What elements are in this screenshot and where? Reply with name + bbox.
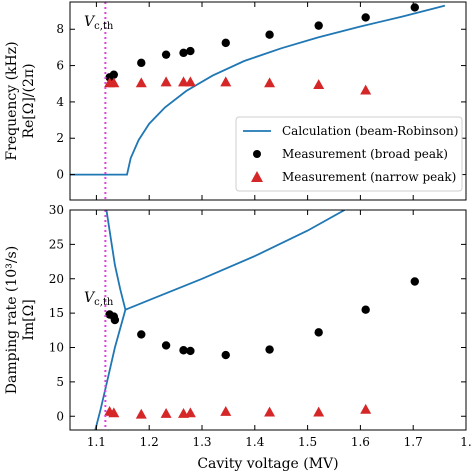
top-y-tick-label: 2 xyxy=(56,131,64,145)
top-y-ticks: 0 2 4 6 8 xyxy=(56,22,466,182)
x-tick-label: 1. xyxy=(460,435,471,449)
bot-narrow-peak-point xyxy=(360,403,372,414)
top-plot-content xyxy=(70,3,446,176)
bottom-y-axis-label-line2: Im[Ω] xyxy=(21,299,37,340)
bot-y-tick-label: 15 xyxy=(49,306,64,320)
bot-y-tick-label: 5 xyxy=(56,375,64,389)
bot-broad-peak-point xyxy=(137,330,146,339)
top-narrow-peak-point xyxy=(108,77,120,88)
top-y-axis-label-line1: Frequency (kHz) xyxy=(4,41,20,160)
top-narrow-peak-point xyxy=(220,76,232,87)
top-narrow-peak-point xyxy=(360,84,372,95)
bot-calc-line-1 xyxy=(94,309,127,430)
bottom-plot-content xyxy=(94,210,419,430)
bot-calc-line-0 xyxy=(105,210,127,310)
bot-broad-peak-point xyxy=(410,277,419,286)
top-broad-peak-point xyxy=(109,70,119,79)
legend: Calculation (beam-Robinson) Measurement … xyxy=(235,116,463,192)
x-tick-label: 1.4 xyxy=(245,435,264,449)
legend-circle-swatch xyxy=(253,150,261,158)
bottom-y-ticks: 0 5 10 15 20 25 30 xyxy=(49,203,466,423)
x-tick-label: 1.3 xyxy=(192,435,211,449)
top-calc-line-0 xyxy=(70,4,446,176)
top-broad-peak-point xyxy=(186,46,195,56)
top-threshold-label: Vc,th xyxy=(84,14,114,32)
bottom-panel: 1.1 1.2 1.3 1.4 1.5 1.6 1.7 1. 0 5 10 15 20 25 30 Vc,… xyxy=(4,203,472,472)
bot-y-tick-label: 25 xyxy=(49,237,64,251)
bot-narrow-peak-point xyxy=(160,408,172,418)
bot-y-tick-label: 20 xyxy=(49,272,64,286)
top-y-tick-label: 6 xyxy=(56,59,64,73)
top-broad-peak-point xyxy=(221,38,230,48)
bottom-threshold-label: Vc,th xyxy=(84,290,114,308)
top-narrow-peak-point xyxy=(135,77,147,88)
bot-broad-peak-point xyxy=(161,341,171,350)
x-tick-label: 1.6 xyxy=(351,435,370,449)
x-tick-label: 1.5 xyxy=(298,435,317,449)
bot-y-tick-label: 0 xyxy=(56,409,64,423)
bot-broad-peak-point xyxy=(314,328,323,337)
top-y-tick-label: 4 xyxy=(56,95,64,109)
top-y-tick-label: 0 xyxy=(56,168,64,182)
top-y-tick-label: 8 xyxy=(56,22,64,36)
top-panel: 0 2 4 6 8 Vc,th Frequency (kHz) Re[Ω]/(2π) C… xyxy=(4,1,467,201)
legend-entry-broad-peak: Measurement (broad peak) xyxy=(282,147,448,161)
bot-calc-line-2 xyxy=(125,210,346,311)
legend-entry-narrow-peak: Measurement (narrow peak) xyxy=(282,170,456,184)
bot-broad-peak-point xyxy=(265,345,274,354)
top-narrow-peak-point xyxy=(313,79,325,90)
legend-box xyxy=(235,116,463,192)
top-broad-peak-point xyxy=(179,48,188,58)
x-tick-label: 1.2 xyxy=(140,435,159,449)
bot-broad-peak-point xyxy=(361,305,370,314)
bot-narrow-peak-point xyxy=(220,405,232,416)
bot-narrow-peak-point xyxy=(313,406,325,417)
top-frame xyxy=(69,1,467,201)
top-broad-peak-point xyxy=(361,13,370,22)
top-narrow-peak-point xyxy=(160,76,172,87)
bot-narrow-peak-point xyxy=(108,407,120,418)
top-narrow-peak-point xyxy=(184,76,196,87)
bottom-y-axis-label-line1: Damping rate (10³/s) xyxy=(4,246,20,394)
bot-narrow-peak-point xyxy=(135,408,147,419)
x-tick-label: 1.7 xyxy=(404,435,423,449)
bot-broad-peak-point xyxy=(186,346,195,356)
bot-broad-peak-point xyxy=(221,350,230,360)
top-broad-peak-point xyxy=(137,58,146,68)
bottom-frame xyxy=(69,209,467,431)
bot-broad-peak-point xyxy=(110,315,120,325)
x-axis-label: Cavity voltage (MV) xyxy=(197,456,338,472)
x-tick-label: 1.1 xyxy=(87,435,106,449)
bot-y-tick-label: 10 xyxy=(49,341,64,355)
top-broad-peak-point xyxy=(265,30,274,39)
legend-entry-calculation: Calculation (beam-Robinson) xyxy=(282,124,458,138)
legend-triangle-swatch xyxy=(251,171,263,182)
bot-broad-peak-point xyxy=(179,346,188,355)
top-broad-peak-point xyxy=(161,50,171,59)
bot-narrow-peak-point xyxy=(184,407,196,418)
bot-narrow-peak-point xyxy=(264,406,276,417)
top-y-axis-label-line2: Re[Ω]/(2π) xyxy=(21,63,37,138)
bot-y-tick-label: 30 xyxy=(49,203,64,217)
top-broad-peak-point xyxy=(410,3,419,12)
top-narrow-peak-point xyxy=(264,77,276,88)
bottom-x-ticks: 1.1 1.2 1.3 1.4 1.5 1.6 1.7 1. xyxy=(87,210,472,449)
top-broad-peak-point xyxy=(314,21,323,30)
